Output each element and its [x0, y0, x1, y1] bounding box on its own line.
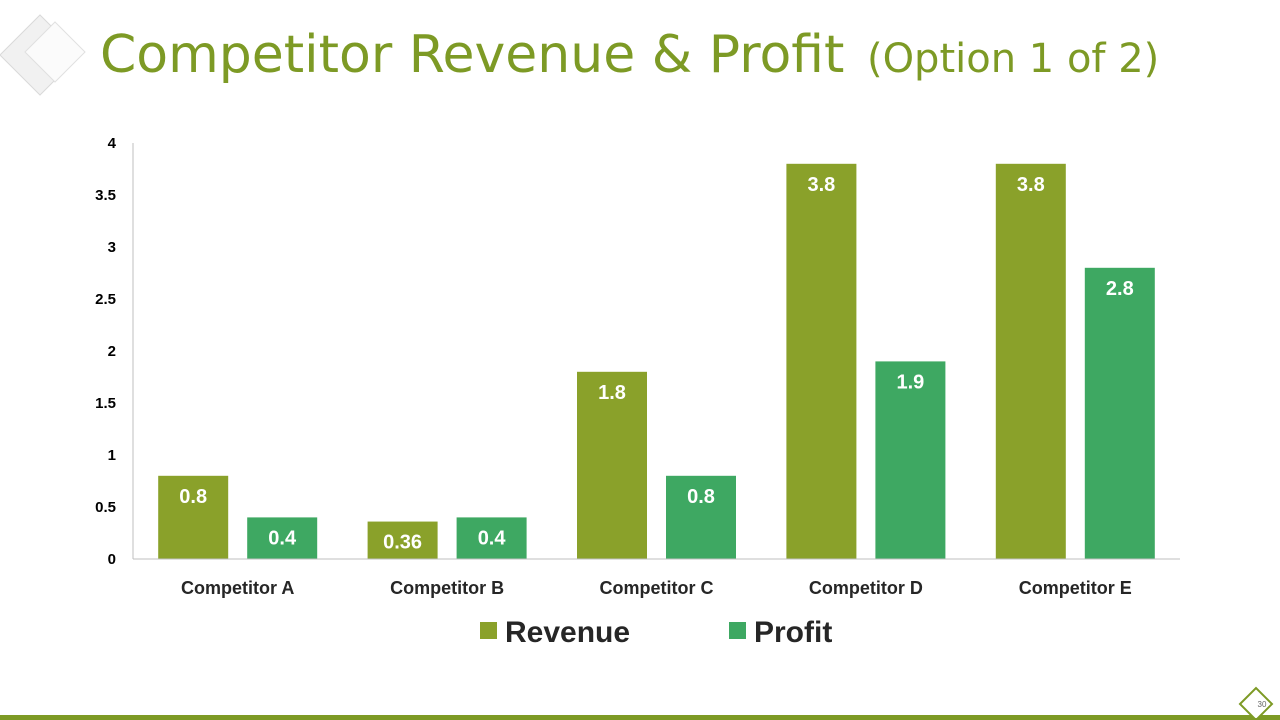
data-label: 2.8 — [1106, 278, 1134, 300]
page-number-badge: 30 — [1238, 686, 1274, 718]
data-label: 3.8 — [1017, 174, 1045, 196]
bar-revenue-4 — [786, 163, 857, 560]
data-label: 0.8 — [179, 486, 207, 508]
legend-swatch-revenue — [480, 622, 497, 639]
bottom-rule — [0, 715, 1280, 720]
page-number: 30 — [1258, 700, 1267, 709]
slide-title: Competitor Revenue & Profit (Option 1 of… — [100, 20, 1159, 94]
y-tick-label: 0 — [108, 551, 116, 568]
bar-profit-1 — [247, 517, 318, 559]
bar-revenue-5 — [995, 163, 1066, 560]
y-tick-label: 1 — [108, 447, 116, 464]
diamond-decoration — [0, 14, 86, 96]
legend-swatch-profit — [729, 622, 746, 639]
data-label: 0.4 — [478, 527, 507, 549]
chart-legend: Revenue Profit — [480, 616, 832, 649]
x-axis-labels: Competitor A Competitor B Competitor C Comp… — [181, 578, 1132, 598]
x-category-label: Competitor D — [809, 578, 923, 598]
data-label: 1.8 — [598, 382, 626, 404]
bar-revenue-3 — [577, 371, 647, 559]
y-tick-label: 3 — [108, 239, 116, 256]
legend-label-profit: Profit — [754, 616, 832, 649]
legend-label-revenue: Revenue — [505, 616, 630, 649]
y-axis-ticks: 0 0.5 1 1.5 2 2.5 3 3.5 4 — [95, 135, 117, 568]
data-label: 0.8 — [687, 486, 715, 508]
x-category-label: Competitor A — [181, 578, 294, 598]
y-tick-label: 0.5 — [95, 499, 116, 516]
y-tick-label: 2.5 — [95, 291, 116, 308]
data-label: 3.8 — [807, 174, 835, 196]
bar-profit-2 — [456, 517, 527, 559]
y-tick-label: 1.5 — [95, 395, 116, 412]
bar-profit-3 — [666, 475, 736, 559]
bar-revenue-2 — [367, 521, 438, 559]
y-tick-label: 3.5 — [95, 187, 116, 204]
x-category-label: Competitor C — [600, 578, 714, 598]
revenue-profit-chart: 0 0.5 1 1.5 2 2.5 3 3.5 4 0.8 0.4 0.36 0.4 1.8 0.8 3.8… — [95, 135, 1180, 649]
data-label: 0.36 — [383, 532, 422, 554]
title-main: Competitor Revenue & Profit — [100, 25, 845, 85]
data-label: 1.9 — [896, 371, 924, 393]
x-category-label: Competitor B — [390, 578, 504, 598]
y-tick-label: 2 — [108, 343, 116, 360]
bar-revenue-1 — [158, 475, 229, 559]
bar-marks: 0.8 0.4 0.36 0.4 1.8 0.8 3.8 1.9 3.8 2.8 — [158, 163, 1155, 560]
bar-profit-4 — [875, 361, 946, 559]
title-suffix: (Option 1 of 2) — [866, 36, 1160, 82]
x-category-label: Competitor E — [1019, 578, 1132, 598]
bar-profit-5 — [1084, 267, 1155, 559]
y-tick-label: 4 — [108, 135, 117, 152]
data-label: 0.4 — [268, 527, 297, 549]
